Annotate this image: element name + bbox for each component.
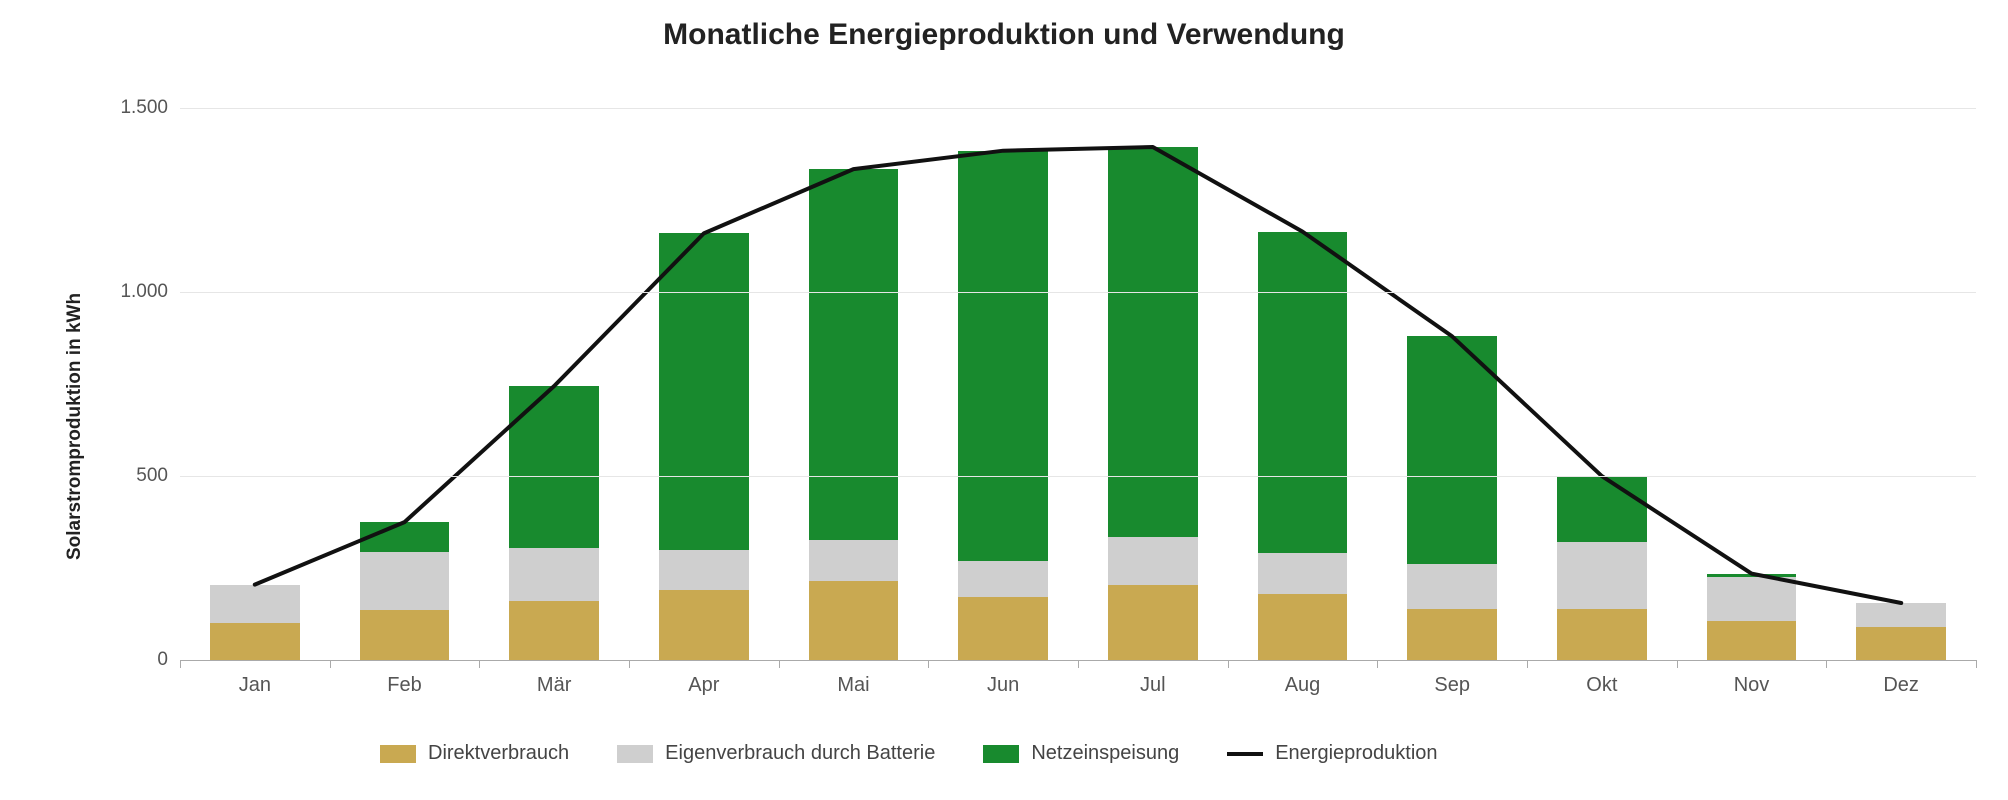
legend-item-produktion: Energieproduktion (1227, 742, 1437, 765)
legend-label: Energieproduktion (1275, 742, 1437, 765)
x-tick-mark (479, 660, 480, 668)
plot-area: 05001.0001.500 (180, 90, 1976, 660)
x-tick-mark (1976, 660, 1977, 668)
y-tick-label: 0 (157, 649, 168, 671)
legend-item-direkt: Direktverbrauch (380, 742, 569, 765)
x-tick-mark (1228, 660, 1229, 668)
legend-swatch (380, 745, 416, 763)
x-tick-mark (1078, 660, 1079, 668)
legend-swatch (617, 745, 653, 763)
x-tick-label: Sep (1434, 674, 1470, 697)
x-tick-label: Apr (688, 674, 719, 697)
x-tick-mark (1826, 660, 1827, 668)
chart-legend: Direktverbrauch Eigenverbrauch durch Batt… (380, 742, 1438, 765)
x-tick-mark (928, 660, 929, 668)
x-tick-mark (180, 660, 181, 668)
gridline (180, 292, 1976, 293)
legend-item-netz: Netzeinspeisung (983, 742, 1179, 765)
line-layer (180, 90, 1976, 660)
x-tick-label: Jul (1140, 674, 1166, 697)
x-tick-label: Dez (1883, 674, 1919, 697)
x-tick-label: Mai (837, 674, 869, 697)
x-tick-label: Feb (387, 674, 421, 697)
y-tick-label: 1.500 (120, 97, 168, 119)
y-tick-label: 1.000 (120, 281, 168, 303)
x-tick-label: Mär (537, 674, 571, 697)
x-tick-mark (1527, 660, 1528, 668)
legend-item-batterie: Eigenverbrauch durch Batterie (617, 742, 935, 765)
chart-title: Monatliche Energieproduktion und Verwend… (0, 18, 2008, 52)
legend-label: Eigenverbrauch durch Batterie (665, 742, 935, 765)
energy-chart: Monatliche Energieproduktion und Verwend… (0, 0, 2008, 800)
x-tick-mark (779, 660, 780, 668)
x-tick-mark (1677, 660, 1678, 668)
legend-swatch (983, 745, 1019, 763)
y-tick-label: 500 (136, 465, 168, 487)
legend-line-swatch (1227, 752, 1263, 756)
y-axis-label: Solarstromproduktion in kWh (64, 293, 86, 560)
legend-label: Direktverbrauch (428, 742, 569, 765)
x-tick-label: Nov (1734, 674, 1770, 697)
x-tick-label: Jun (987, 674, 1019, 697)
x-tick-label: Aug (1285, 674, 1321, 697)
gridline (180, 476, 1976, 477)
x-tick-label: Okt (1586, 674, 1617, 697)
legend-label: Netzeinspeisung (1031, 742, 1179, 765)
gridline (180, 108, 1976, 109)
x-tick-mark (1377, 660, 1378, 668)
x-tick-mark (330, 660, 331, 668)
x-tick-label: Jan (239, 674, 271, 697)
x-tick-mark (629, 660, 630, 668)
line-energieproduktion (255, 147, 1901, 603)
